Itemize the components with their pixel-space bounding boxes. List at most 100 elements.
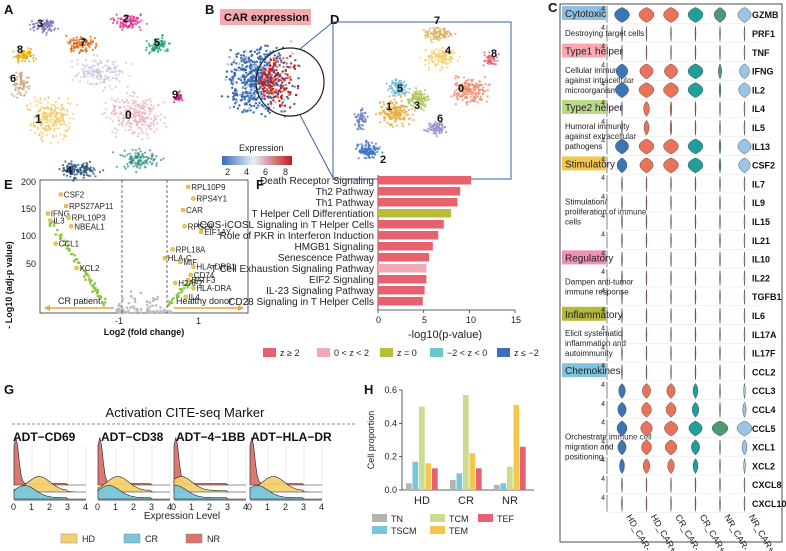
category-header-bg-type1-helper bbox=[562, 43, 606, 58]
category-header-bg-inflammatory bbox=[562, 306, 606, 321]
volcano-gene-label-car: CAR bbox=[186, 206, 203, 215]
category-header-type2-helper: Type2 helper bbox=[565, 103, 623, 114]
g-xtick-facet-3-1: 1 bbox=[189, 502, 194, 512]
violin-ccl5-cr-car- bbox=[664, 420, 678, 437]
umap-a-cluster-0 bbox=[101, 89, 168, 141]
violin-ccl5-hd-car- bbox=[640, 420, 653, 437]
z-label-5: z ≤ −2 bbox=[514, 348, 539, 358]
volcano-point-il4 bbox=[183, 294, 188, 299]
g-xtick-facet-1-1: 1 bbox=[29, 502, 34, 512]
violin-il6-cr-car- bbox=[670, 308, 672, 324]
violin-prf1-hd-car- bbox=[645, 26, 648, 42]
violin-il17f-nr-car- bbox=[743, 345, 746, 361]
volcano-point-eif1ay bbox=[198, 229, 204, 235]
cluster-label-9: 9 bbox=[172, 89, 178, 101]
panel-g-letter: G bbox=[4, 382, 14, 397]
volcano-gene-label-eif1ay: EIF1AY bbox=[204, 228, 232, 237]
violin-il10-cr-car- bbox=[670, 251, 672, 267]
gene-label-tnf: TNF bbox=[752, 48, 770, 58]
g-xtick-facet-3-3: 3 bbox=[225, 502, 230, 512]
volcano-gene-label-nbeal1: NBEAL1 bbox=[74, 222, 105, 231]
h-legend-swatch-tcm bbox=[430, 514, 445, 522]
umap-d-cluster-3 bbox=[404, 87, 431, 112]
violin-xcl1-cr-car- bbox=[665, 439, 677, 456]
violin-ytick-ccl2: 4 bbox=[601, 363, 605, 370]
g-xtick-facet-4-2: 2 bbox=[283, 502, 288, 512]
h-category-nr: NR bbox=[502, 495, 518, 507]
gene-label-il22: IL22 bbox=[752, 273, 770, 283]
umap-a-cluster-7 bbox=[65, 34, 98, 55]
umap-a bbox=[8, 13, 184, 182]
violin-il15-nr-car- bbox=[743, 214, 746, 230]
violin-xcl2-nr-car- bbox=[719, 458, 721, 474]
g-xtick-facet-1-0: 0 bbox=[11, 502, 16, 512]
violin-il15-nr-car- bbox=[719, 214, 721, 230]
volcano-point-hla-dra bbox=[191, 285, 196, 291]
g-legend-cr: CR bbox=[145, 534, 158, 544]
volcano-point-rpl10p3 bbox=[66, 215, 71, 220]
violin-il7-hd-car- bbox=[621, 176, 623, 192]
violin-ytick-tgfb1: 4 bbox=[601, 288, 605, 295]
z-legend: z ≥ 2 0 < z < 2 z = 0 −2 < z < 0 z ≤ −2 bbox=[263, 348, 539, 358]
volcano-point-rpl18a bbox=[170, 247, 175, 252]
volcano-point-cd74 bbox=[188, 272, 194, 277]
violin-il9-cr-car- bbox=[670, 195, 672, 211]
violin-ytick-ccl3: 4 bbox=[601, 382, 605, 389]
volcano-gene-label-rpl18a: RPL18A bbox=[176, 245, 206, 254]
h-bar-nr-tef bbox=[520, 446, 526, 490]
ridge-plots: 0 1 2 3 4 0 1 2 3 40 1 2 3 40 1 2 3 4 bbox=[11, 437, 324, 512]
umap-d-cluster-7 bbox=[422, 26, 457, 44]
violin-csf2-nr-car- bbox=[738, 157, 751, 174]
violin-il9-hd-car- bbox=[645, 195, 648, 211]
violin-ytick-il10: 4 bbox=[601, 250, 605, 257]
ridge-cr-facet-4 bbox=[249, 485, 322, 500]
panel-h-letter: H bbox=[364, 382, 373, 397]
pathway-bar-th1-pathway bbox=[378, 198, 458, 207]
pathway-bar-death-receptor-signaling bbox=[378, 176, 472, 185]
violin-gzmb-nr-car- bbox=[714, 7, 726, 23]
h-legend-swatch-tscm bbox=[372, 526, 387, 534]
category-desc-inflammatory-line-3: autoimmunity bbox=[565, 349, 613, 358]
violin-il4-nr-car- bbox=[719, 101, 721, 117]
pathway-label-hmgb1-signaling: HMGB1 Signaling bbox=[295, 242, 374, 253]
panel-e-letter: E bbox=[4, 177, 13, 192]
gene-label-cxcl10: CXCL10 bbox=[752, 499, 786, 509]
violin-il17a-cr-car- bbox=[694, 327, 697, 343]
category-header-bg-cytotoxic bbox=[562, 6, 606, 20]
category-desc-inflammatory-line-2: inflammation and bbox=[565, 339, 626, 348]
volcano-ytick-100: 100 bbox=[21, 231, 36, 241]
g-xtick-facet-2-4: 4 bbox=[167, 502, 172, 512]
violin-cxcl10-nr-car- bbox=[743, 496, 746, 512]
violin-tnf-hd-car- bbox=[645, 45, 648, 61]
g-xtick-facet-4-1: 1 bbox=[265, 502, 270, 512]
g-xtick-facet-2-1: 1 bbox=[113, 502, 118, 512]
violin-il5-nr-car- bbox=[719, 120, 721, 136]
category-header-bg-chemokines bbox=[562, 363, 606, 378]
violin-il4-hd-car- bbox=[643, 101, 650, 117]
violin-ytick-il21: 4 bbox=[601, 232, 605, 239]
pathway-bar-hmgb1-signaling bbox=[378, 242, 433, 251]
violin-ytick-il5: 4 bbox=[601, 119, 605, 126]
h-bar-cr-tn bbox=[450, 480, 456, 490]
violin-il15-cr-car- bbox=[670, 214, 672, 230]
category-header-type1-helper: Type1 helper bbox=[565, 47, 623, 58]
d-cluster-label-3: 3 bbox=[414, 100, 420, 112]
category-header-bg-regulatory bbox=[562, 250, 606, 265]
category-desc-regulatory-line-2: immune response bbox=[565, 288, 629, 297]
z-swatch-3 bbox=[380, 348, 393, 357]
pathway-label-eif2-signaling: EIF2 Signaling bbox=[309, 275, 374, 286]
g-marker-1: ADT−CD69 bbox=[13, 430, 76, 444]
violin-il22-cr-car- bbox=[694, 270, 697, 286]
violin-il5-hd-car- bbox=[621, 120, 623, 136]
gene-label-cxcl8: CXCL8 bbox=[752, 480, 782, 490]
pathway-label-death-receptor-signaling: Death Receptor Signaling bbox=[260, 176, 374, 187]
pathway-label-cd28-signaling-in-t-helper-cells: CD28 Signaling in T Helper Cells bbox=[228, 297, 374, 308]
g-xtick-facet-2-0: 0 bbox=[95, 502, 100, 512]
violin-xcl2-cr-car- bbox=[667, 458, 675, 474]
umap-a-cluster-9 bbox=[172, 90, 184, 104]
h-category-cr: CR bbox=[458, 495, 474, 507]
violin-il13-nr-car- bbox=[718, 138, 722, 155]
violin-ytick-il7: 4 bbox=[601, 175, 605, 182]
violin-ytick-tnf: 4 bbox=[601, 44, 605, 51]
violin-il10-cr-car- bbox=[694, 251, 697, 267]
